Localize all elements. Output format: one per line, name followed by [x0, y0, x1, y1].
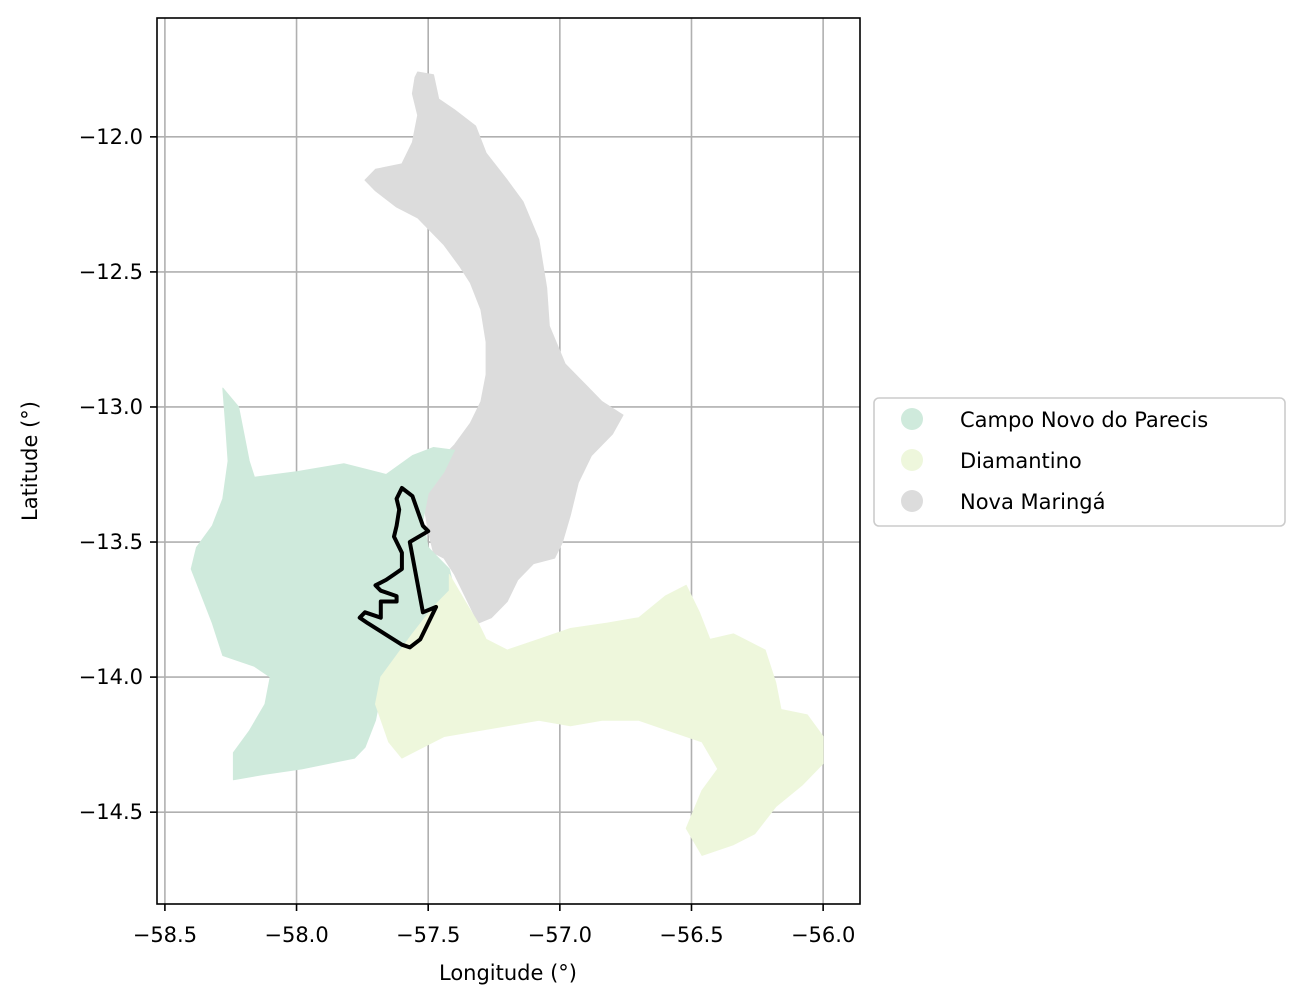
- legend: Campo Novo do Parecis Diamantino Nova Ma…: [873, 397, 1286, 527]
- legend-marker-nova-maringa: [901, 490, 923, 512]
- legend-box: [873, 397, 1286, 527]
- x-tick-label: −56.5: [659, 923, 723, 947]
- plot-area: [156, 17, 861, 905]
- legend-label-nova-maringa: Nova Maringá: [960, 490, 1106, 514]
- highlight-boundary: [357, 486, 439, 650]
- y-tick-label: −12.5: [79, 260, 143, 284]
- x-tick-label: −58.0: [264, 923, 328, 947]
- x-tick-label: −57.0: [528, 923, 592, 947]
- region-polygons: [190, 71, 824, 856]
- x-tick-label: −56.0: [791, 923, 855, 947]
- x-tick-label: −57.5: [396, 923, 460, 947]
- region-diamantino: [375, 574, 824, 856]
- legend-marker-diamantino: [901, 449, 923, 471]
- legend-entry-nova-maringa: Nova Maringá: [901, 490, 1106, 514]
- legend-label-campo-novo-do-parecis: Campo Novo do Parecis: [960, 408, 1208, 432]
- x-tick-label: −58.5: [133, 923, 197, 947]
- y-tick-label: −14.0: [79, 665, 143, 689]
- legend-entry-diamantino: Diamantino: [901, 449, 1082, 473]
- y-tick-label: −14.5: [79, 800, 143, 824]
- x-axis-ticks: −58.5 −58.0 −57.5 −57.0 −56.5 −56.0: [133, 904, 855, 947]
- highlight-boundary-outline: [357, 486, 439, 650]
- y-axis-ticks: −12.0 −12.5 −13.0 −13.5 −14.0 −14.5: [79, 125, 157, 824]
- legend-entry-campo-novo-do-parecis: Campo Novo do Parecis: [901, 408, 1208, 432]
- legend-marker-campo-novo-do-parecis: [901, 408, 923, 430]
- y-tick-label: −13.0: [79, 395, 143, 419]
- y-tick-label: −12.0: [79, 125, 143, 149]
- y-axis-label: Latitude (°): [18, 401, 42, 521]
- legend-label-diamantino: Diamantino: [960, 449, 1082, 473]
- plot-frame: [156, 17, 861, 905]
- x-axis-label: Longitude (°): [439, 961, 577, 985]
- y-tick-label: −13.5: [79, 530, 143, 554]
